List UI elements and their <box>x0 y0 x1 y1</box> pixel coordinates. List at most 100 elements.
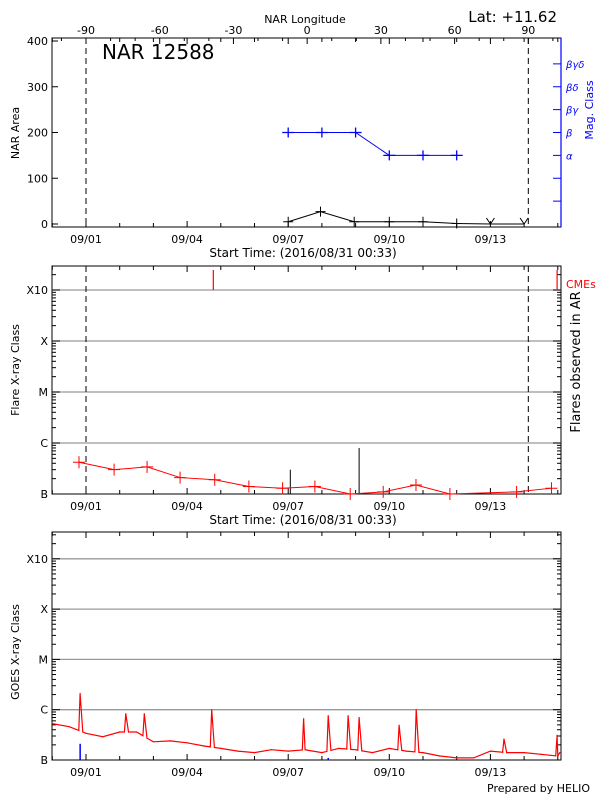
flare-point <box>72 456 85 469</box>
goes-flux-point <box>270 749 272 751</box>
panel1-y-tick-label: 100 <box>27 172 48 185</box>
panel3-x-tick-label: 09/10 <box>373 766 405 779</box>
panel2-ylabel: Flare X-ray Class <box>9 324 22 416</box>
panel3-y-tick-label: C <box>40 704 48 717</box>
mag-class-point <box>349 127 362 138</box>
flare-point <box>377 485 390 498</box>
goes-flux-point <box>135 731 138 733</box>
goes-flux-point <box>523 752 525 754</box>
panel1-y-tick-label: 300 <box>27 81 48 94</box>
goes-flux-point <box>361 750 363 752</box>
prepared-by-label: Prepared by HELIO <box>487 782 590 795</box>
goes-flux-point <box>439 755 441 757</box>
area-point <box>384 216 395 227</box>
goes-flux-point <box>237 750 239 752</box>
goes-flux-point <box>82 731 84 733</box>
panel1-x-tick-label: 09/07 <box>272 233 304 246</box>
goes-flux-point <box>506 752 508 754</box>
flare-point <box>108 463 121 476</box>
mag-class-point <box>450 150 463 161</box>
panel2-y-tick-label: X <box>40 335 48 348</box>
mag-class-tick-label: βδ <box>565 83 579 94</box>
goes-flux-point <box>301 749 303 751</box>
goes-flux-point <box>211 709 213 711</box>
panel2-x-tick-label: 09/01 <box>70 500 102 513</box>
flare-line <box>78 461 552 495</box>
goes-flux-point <box>142 735 144 737</box>
flare-point <box>510 485 523 498</box>
cme-label: CMEs <box>566 278 596 291</box>
mag-class-point <box>417 150 429 161</box>
goes-flux-point <box>397 749 399 751</box>
goes-flux-point <box>125 713 127 715</box>
panel1-y-tick-label: 200 <box>27 127 48 140</box>
panel-goes-xray: 09/01 09/04 09/07 09/10 09/13 B C M X X10 <box>26 531 562 779</box>
panel3-x-tick-label: 09/13 <box>475 766 507 779</box>
mag-class-tick-label: α <box>566 151 573 162</box>
goes-flux-point <box>203 745 205 747</box>
longitude-tick-label: -30 <box>224 24 242 37</box>
flare-point <box>344 488 357 500</box>
panel2-x-tick-label: 09/04 <box>171 500 203 513</box>
goes-flux-point <box>405 750 407 752</box>
goes-flux-point <box>456 757 458 759</box>
goes-flux-point <box>303 718 305 720</box>
longitude-tick-label: 90 <box>521 24 535 37</box>
goes-flux-point <box>79 692 81 695</box>
area-line <box>288 211 525 225</box>
area-point <box>283 216 294 227</box>
panel1-x-tick-label: 09/10 <box>373 233 405 246</box>
panel-flare-class: 09/01 09/04 09/07 09/10 09/13 B C M X X10 <box>26 265 562 513</box>
area-point-arrow <box>485 217 495 225</box>
goes-flux-point <box>253 752 256 754</box>
goes-flux-point <box>330 749 332 751</box>
goes-flux-point <box>68 726 70 728</box>
goes-flux-point <box>305 749 307 751</box>
panel1-x-tick-label: 09/04 <box>171 233 203 246</box>
mag-class-tick-label: β <box>565 129 573 140</box>
flare-point <box>276 482 289 495</box>
goes-flux-point <box>557 755 559 757</box>
panel2-plot-frame <box>51 265 562 495</box>
goes-flux-point <box>556 734 558 736</box>
longitude-tick-label: -60 <box>151 24 169 37</box>
flare-point <box>443 488 456 500</box>
mag-class-point <box>315 127 328 138</box>
top-longitude-axis-title: NAR Longitude <box>264 13 346 26</box>
goes-flux-point <box>127 731 130 733</box>
goes-flux-point <box>414 751 416 753</box>
longitude-tick-label: 0 <box>304 24 311 37</box>
mag-class-tick-label: βγδ <box>565 60 584 71</box>
goes-flux-point <box>220 747 222 750</box>
goes-flux-point <box>472 757 475 759</box>
area-point <box>418 216 428 227</box>
goes-flux-point <box>326 750 328 752</box>
panel3-x-tick-label: 09/01 <box>70 766 102 779</box>
goes-flux-point <box>85 732 87 734</box>
panel1-title: NAR 12588 <box>102 40 215 64</box>
goes-flux-point <box>357 749 359 751</box>
panel3-y-tick-label: X10 <box>26 553 48 566</box>
goes-flux-point <box>540 753 542 755</box>
goes-flux-point <box>321 752 323 754</box>
goes-flux-point <box>388 747 390 750</box>
longitude-tick-label: -90 <box>77 24 95 37</box>
goes-flux-point <box>209 746 211 748</box>
panel2-x-tick-label: 09/13 <box>475 500 507 513</box>
goes-flux-point <box>346 748 348 750</box>
panel1-x-tick-label: 09/13 <box>475 233 507 246</box>
flare-point <box>174 471 187 484</box>
flare-point <box>141 460 154 473</box>
goes-flux-point <box>358 716 360 719</box>
panel1-y2label: Mag. Class <box>583 80 596 139</box>
panel2-y2label: Flares observed in AR <box>569 291 584 432</box>
goes-flux-point <box>327 715 329 717</box>
goes-flux-point <box>422 752 424 754</box>
area-point <box>349 216 360 227</box>
goes-flux-point <box>555 755 557 757</box>
flare-point <box>242 480 255 493</box>
panel3-ylabel: GOES X-ray Class <box>9 604 22 700</box>
goes-flux-point <box>338 747 340 750</box>
goes-flux-point <box>304 749 306 751</box>
